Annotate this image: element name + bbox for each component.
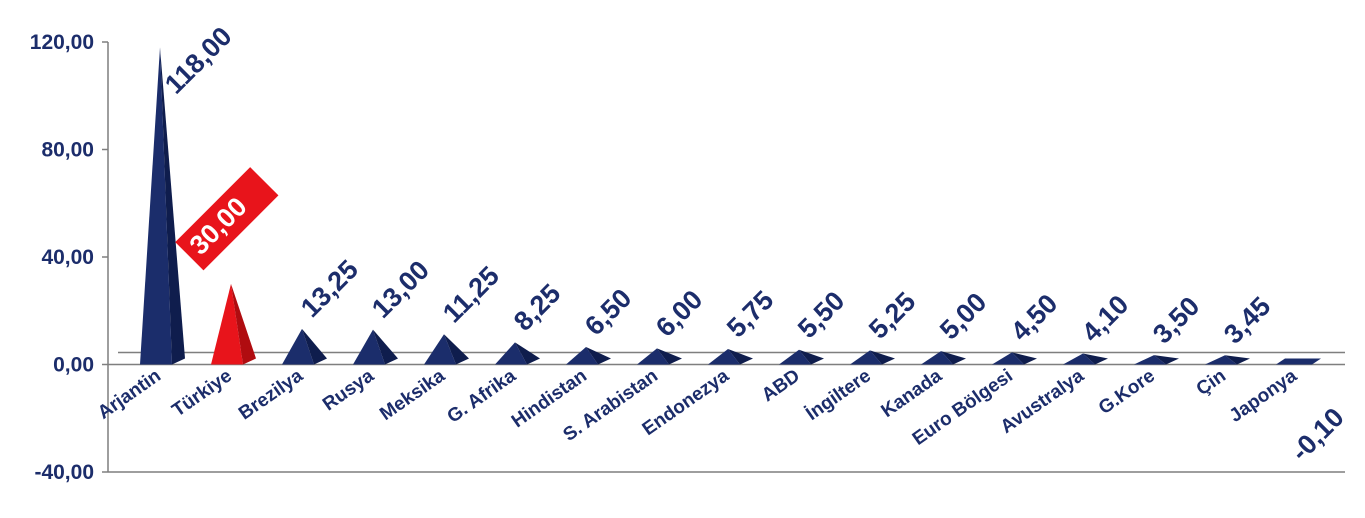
bar-side: [586, 347, 611, 365]
y-tick-label: 120,00: [30, 31, 94, 54]
x-category-label: Türkiye: [168, 365, 235, 421]
bar-side: [1083, 353, 1108, 365]
x-category-label: Japonya: [1226, 365, 1302, 427]
data-label: 5,00: [934, 287, 992, 345]
x-category-label: Rusya: [319, 365, 378, 415]
x-category-label: Çin: [1193, 365, 1230, 400]
data-label: 6,00: [650, 284, 708, 342]
bar: [992, 352, 1024, 365]
axes: -40,00 0,00 40,00 80,00 120,00: [30, 31, 1345, 484]
bar: [211, 283, 243, 365]
bar-side: [1012, 352, 1037, 365]
y-tick-label: 40,00: [41, 246, 94, 269]
data-label: 4,10: [1076, 289, 1134, 347]
x-category-label: ABD: [758, 365, 804, 406]
bar: [140, 47, 172, 365]
bar-side: [302, 328, 327, 365]
bar: [708, 349, 740, 365]
data-label-highlight-box: [175, 167, 279, 271]
y-tick-label: 0,00: [53, 354, 94, 377]
x-category-label: Meksika: [376, 365, 449, 425]
data-label: 3,45: [1218, 291, 1276, 349]
data-label: 13,00: [366, 255, 435, 324]
bar: [1134, 355, 1166, 365]
data-label: 5,25: [863, 286, 921, 344]
data-label: 118,00: [159, 21, 238, 100]
bar: [1276, 358, 1321, 365]
bar-side: [941, 351, 966, 365]
bar: [1205, 355, 1237, 365]
data-label: -0,10: [1285, 402, 1350, 467]
bar: [495, 342, 527, 365]
bar: [637, 348, 669, 365]
data-label: 11,25: [437, 261, 505, 329]
data-label: 4,50: [1005, 288, 1063, 346]
data-label: 5,75: [721, 285, 779, 343]
x-category-label: G. Afrika: [444, 365, 521, 427]
labels: Arjantin118,00Türkiye30,00Brezilya13,25R…: [94, 21, 1350, 467]
data-label: 6,50: [579, 283, 637, 341]
x-category-label: Brezilya: [235, 365, 307, 424]
bar: [850, 350, 882, 365]
x-category-label: G.Kore: [1095, 365, 1159, 419]
bar: [779, 349, 811, 365]
bar-side: [373, 329, 398, 365]
x-category-label: İngiltere: [802, 365, 875, 425]
bar: [566, 347, 598, 365]
y-tick-label: -40,00: [34, 461, 94, 484]
bar-side: [870, 350, 895, 365]
bar-side: [160, 47, 185, 365]
data-label: 8,25: [508, 278, 566, 336]
data-label: 3,50: [1147, 291, 1205, 349]
bar: [921, 351, 953, 365]
bar: [353, 329, 385, 365]
bars: [140, 47, 1321, 365]
bar-side: [1154, 355, 1179, 365]
data-label: 5,50: [792, 286, 850, 344]
bar: [1063, 353, 1095, 365]
bar-side: [728, 349, 753, 365]
data-label: 13,25: [295, 254, 364, 323]
y-tick-label: 80,00: [41, 139, 94, 162]
x-category-label: Arjantin: [94, 365, 165, 423]
bar-side: [515, 342, 540, 365]
bar-side: [799, 349, 824, 365]
bar: [424, 334, 456, 365]
bar: [282, 328, 314, 365]
bar-side: [1225, 355, 1250, 365]
bar-side: [657, 348, 682, 365]
bar-side: [444, 334, 469, 365]
bar-side: [231, 283, 256, 365]
